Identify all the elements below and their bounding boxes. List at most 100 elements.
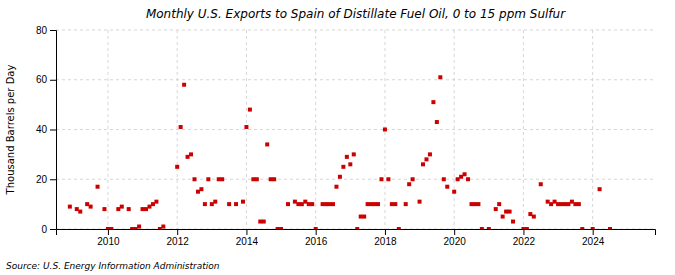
point [272, 177, 276, 181]
tick-label: 2014 [236, 236, 259, 247]
tick-mark [316, 229, 317, 235]
point [376, 202, 380, 206]
point [366, 202, 370, 206]
point [501, 215, 505, 219]
point [151, 202, 155, 206]
point [456, 177, 460, 181]
point [314, 227, 318, 229]
point [175, 165, 179, 169]
annotation: Source: U.S. Energy Information Administ… [6, 261, 220, 271]
point [570, 200, 574, 204]
point [355, 227, 359, 229]
grid [56, 30, 655, 229]
tick: 2022 [513, 229, 536, 247]
tick-label: 60 [36, 74, 48, 85]
grid-line [523, 30, 524, 229]
point [580, 227, 584, 229]
point [386, 177, 390, 181]
point [134, 227, 138, 229]
point [591, 227, 595, 229]
point [321, 202, 325, 206]
point [508, 210, 512, 214]
point [217, 177, 221, 181]
point [345, 155, 349, 159]
point [303, 200, 307, 204]
tick-label: 2020 [444, 236, 467, 247]
point [269, 177, 273, 181]
tick: 2014 [236, 229, 259, 247]
point [144, 207, 148, 211]
x-axis: 20102012201420162018202020222024 [57, 229, 656, 247]
tick-mark [246, 229, 247, 235]
tick: 2012 [167, 229, 190, 247]
point [431, 100, 435, 104]
point [85, 202, 89, 206]
point [96, 185, 100, 189]
point [179, 125, 183, 129]
tick-label: 2024 [582, 236, 605, 247]
point [539, 182, 543, 186]
point [276, 227, 280, 229]
tick-mark [50, 80, 56, 81]
point [89, 205, 93, 209]
tick-mark [50, 30, 56, 31]
point [359, 215, 363, 219]
grid-line [56, 179, 655, 180]
title: Monthly U.S. Exports to Spain of Distill… [146, 7, 566, 21]
point [393, 202, 397, 206]
point [438, 75, 442, 79]
point [504, 210, 508, 214]
tick: 80 [36, 25, 56, 36]
tick-label: 2022 [513, 236, 536, 247]
point [528, 212, 532, 216]
point [206, 177, 210, 181]
point [348, 162, 352, 166]
tick: 2018 [374, 229, 397, 247]
point [296, 202, 300, 206]
point [369, 202, 373, 206]
point [262, 220, 266, 224]
point [203, 202, 207, 206]
point [186, 155, 190, 159]
point [452, 190, 456, 194]
point [328, 202, 332, 206]
tick-mark [454, 229, 455, 235]
point [189, 152, 193, 156]
point [383, 128, 387, 132]
point [141, 207, 145, 211]
tick: 2024 [582, 229, 605, 247]
grid-line [107, 30, 108, 229]
point [130, 227, 134, 229]
point [341, 165, 345, 169]
point [487, 227, 491, 229]
tick: 2010 [97, 229, 120, 247]
point [127, 207, 131, 211]
point [210, 202, 214, 206]
tick-label: 20 [36, 174, 48, 185]
tick-label: 40 [36, 124, 48, 135]
tick-mark [50, 229, 56, 230]
point [147, 205, 151, 209]
point [158, 227, 162, 229]
grid-line [56, 79, 655, 80]
y-axis-label: Thousand Barrels per Day [5, 65, 16, 196]
plot: 2010201220142016201820202022202402040608… [36, 25, 656, 247]
point [137, 225, 141, 229]
point [511, 220, 515, 224]
tick-mark [177, 229, 178, 235]
point [227, 202, 231, 206]
tick-mark [523, 229, 524, 235]
point [300, 202, 304, 206]
y-axis: 020406080 [36, 25, 57, 235]
grid-line [592, 30, 593, 229]
point [109, 227, 113, 229]
point [220, 177, 224, 181]
point [421, 162, 425, 166]
tick-mark [593, 229, 594, 235]
point [161, 225, 165, 229]
points [68, 75, 612, 229]
point [75, 207, 79, 211]
tick-mark [385, 229, 386, 235]
point [324, 202, 328, 206]
point [196, 190, 200, 194]
